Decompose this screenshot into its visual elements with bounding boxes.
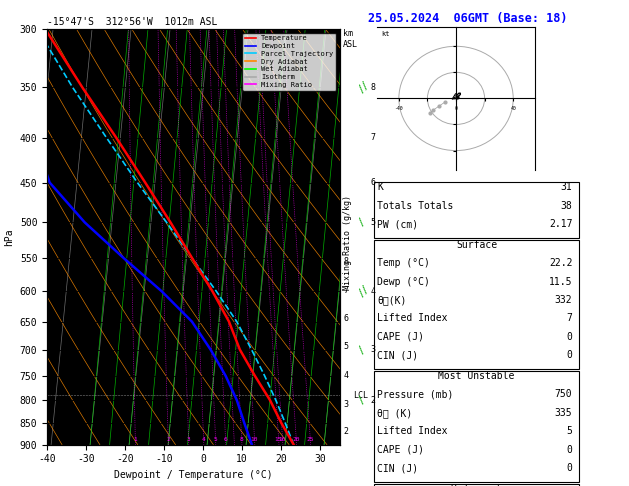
Text: 3: 3 — [344, 400, 349, 409]
Text: 38: 38 — [560, 201, 572, 211]
Y-axis label: hPa: hPa — [4, 228, 14, 246]
Text: 25: 25 — [306, 437, 314, 442]
Text: 15: 15 — [274, 437, 282, 442]
Text: 8: 8 — [370, 83, 376, 92]
Text: Pressure (mb): Pressure (mb) — [377, 389, 454, 399]
Text: 5: 5 — [370, 218, 376, 227]
Text: 5: 5 — [344, 343, 349, 351]
Text: 6: 6 — [223, 437, 227, 442]
Text: 5: 5 — [567, 426, 572, 436]
Text: θᴄ(K): θᴄ(K) — [377, 295, 407, 305]
Text: Temp (°C): Temp (°C) — [377, 258, 430, 268]
Text: 0: 0 — [567, 463, 572, 473]
Text: CIN (J): CIN (J) — [377, 463, 418, 473]
Text: 7: 7 — [344, 286, 349, 295]
Text: LCL: LCL — [353, 391, 369, 400]
Text: 8: 8 — [344, 258, 349, 266]
Text: 4: 4 — [201, 437, 205, 442]
Text: Lifted Index: Lifted Index — [377, 313, 448, 324]
Text: 11.5: 11.5 — [549, 277, 572, 287]
Text: Dewp (°C): Dewp (°C) — [377, 277, 430, 287]
Text: 6: 6 — [344, 314, 349, 323]
Text: 31: 31 — [560, 182, 572, 192]
Text: Surface: Surface — [456, 240, 497, 250]
Text: Mixing Ratio (g/kg): Mixing Ratio (g/kg) — [343, 195, 352, 291]
Text: /: / — [357, 395, 368, 406]
Text: -15°47'S  312°56'W  1012m ASL: -15°47'S 312°56'W 1012m ASL — [47, 17, 218, 27]
Text: CAPE (J): CAPE (J) — [377, 332, 425, 342]
Legend: Temperature, Dewpoint, Parcel Trajectory, Dry Adiabat, Wet Adiabat, Isotherm, Mi: Temperature, Dewpoint, Parcel Trajectory… — [242, 33, 336, 90]
Text: 332: 332 — [555, 295, 572, 305]
Text: 6: 6 — [370, 178, 376, 187]
Text: /: / — [357, 217, 368, 228]
Text: 3: 3 — [370, 345, 376, 354]
Text: CIN (J): CIN (J) — [377, 350, 418, 361]
Text: 2: 2 — [344, 427, 349, 436]
Text: 2: 2 — [166, 437, 170, 442]
Text: 4: 4 — [370, 287, 376, 296]
Text: 25.05.2024  06GMT (Base: 18): 25.05.2024 06GMT (Base: 18) — [368, 12, 567, 25]
Text: 7: 7 — [567, 313, 572, 324]
Text: 20: 20 — [292, 437, 299, 442]
Text: 1: 1 — [133, 437, 137, 442]
Text: K: K — [377, 182, 383, 192]
Text: /: / — [357, 344, 368, 355]
Text: 335: 335 — [555, 408, 572, 418]
Text: 16: 16 — [279, 437, 286, 442]
Text: 4: 4 — [344, 371, 349, 380]
Text: 0: 0 — [567, 350, 572, 361]
Text: 3: 3 — [187, 437, 191, 442]
Text: 2.17: 2.17 — [549, 219, 572, 229]
Text: //: // — [357, 80, 372, 95]
Text: 2: 2 — [370, 396, 376, 405]
Text: 8: 8 — [240, 437, 243, 442]
Text: CAPE (J): CAPE (J) — [377, 445, 425, 455]
Text: Hodograph: Hodograph — [450, 484, 503, 486]
Text: Totals Totals: Totals Totals — [377, 201, 454, 211]
Text: 5: 5 — [213, 437, 217, 442]
Text: Lifted Index: Lifted Index — [377, 426, 448, 436]
X-axis label: Dewpoint / Temperature (°C): Dewpoint / Temperature (°C) — [114, 470, 273, 480]
Text: km
ASL: km ASL — [343, 29, 358, 49]
Text: 750: 750 — [555, 389, 572, 399]
Text: Most Unstable: Most Unstable — [438, 371, 515, 381]
Text: 0: 0 — [567, 332, 572, 342]
Text: PW (cm): PW (cm) — [377, 219, 418, 229]
Text: θᴄ (K): θᴄ (K) — [377, 408, 413, 418]
Text: 10: 10 — [250, 437, 258, 442]
Text: 22.2: 22.2 — [549, 258, 572, 268]
Text: 0: 0 — [567, 445, 572, 455]
Text: 7: 7 — [370, 134, 376, 142]
Text: //: // — [357, 284, 372, 299]
Text: kt: kt — [382, 31, 390, 37]
